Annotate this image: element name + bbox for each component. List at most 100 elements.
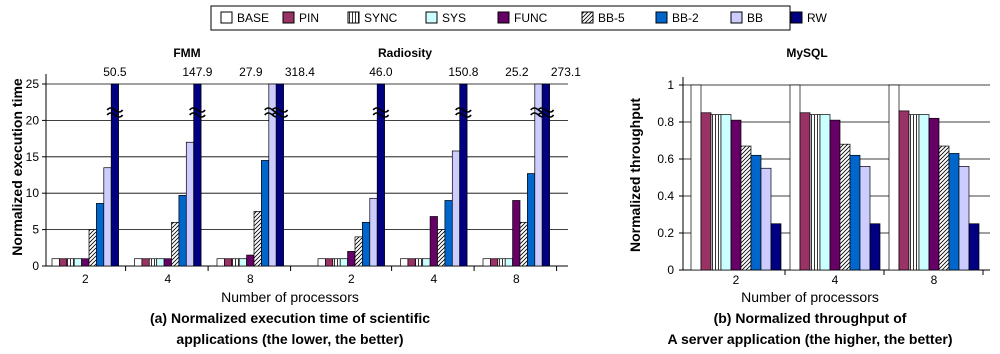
mysql-bar-bb-2-4 bbox=[849, 154, 861, 271]
legend-label-bb: BB bbox=[747, 11, 763, 25]
radiosity-bar-pin-4 bbox=[407, 258, 416, 267]
fmm-break-mark-rw-8 bbox=[271, 112, 289, 118]
radiosity-bar-bb-5-4 bbox=[437, 229, 446, 267]
mysql-bar-sys-2 bbox=[720, 114, 732, 271]
legend-label-bb-2: BB-2 bbox=[672, 11, 699, 25]
mysql-bar-rw-4 bbox=[869, 223, 881, 271]
right-y-tick-label: 0.8 bbox=[657, 115, 674, 129]
mysql-bar-bb-5-8 bbox=[938, 145, 950, 271]
fmm-bar-rw-8 bbox=[275, 83, 284, 267]
fmm-x-tick-label-8: 8 bbox=[247, 272, 254, 286]
left-y-tick-label: 15 bbox=[26, 150, 40, 164]
fmm-x-tick-label-4: 4 bbox=[164, 272, 171, 286]
radiosity-bar-bb-2 bbox=[369, 197, 378, 267]
mysql-x-tick-label-4: 4 bbox=[832, 273, 839, 287]
left-caption-line1: (a) Normalized execution time of scienti… bbox=[150, 310, 430, 326]
left-y-tick-label: 0 bbox=[32, 259, 39, 273]
mysql-bar-bb-4 bbox=[859, 166, 871, 271]
legend: BASE PIN SYNC SYS FUNC BB-5 BB-2 BB RW bbox=[210, 5, 827, 31]
fmm-break-mark-rw-8 bbox=[271, 107, 289, 113]
right-x-axis-label: Number of processors bbox=[741, 289, 879, 305]
radiosity-bar-func-8 bbox=[512, 200, 521, 267]
legend-label-sys: SYS bbox=[442, 11, 466, 25]
fmm-bar-sys-2 bbox=[73, 258, 82, 267]
left-x-axis-label: Number of processors bbox=[221, 289, 359, 305]
mysql-bar-bb-2 bbox=[760, 167, 772, 271]
radiosity-break-mark-rw-4 bbox=[455, 107, 472, 113]
right-caption-line2: A server application (the higher, the be… bbox=[668, 331, 953, 347]
radiosity-value-label-rw-2: 46.0 bbox=[369, 65, 393, 79]
mysql-bar-pin-2 bbox=[700, 112, 712, 271]
radiosity-bar-sys-2 bbox=[339, 258, 348, 267]
radiosity-break-mark-rw-4 bbox=[455, 112, 472, 118]
legend-swatch-rw bbox=[790, 11, 803, 24]
legend-label-pin: PIN bbox=[299, 11, 319, 25]
fmm-value-label-bb-8: 27.9 bbox=[239, 65, 263, 79]
mysql-bar-bb-2-2 bbox=[750, 154, 762, 271]
fmm-bar-bb-5-2 bbox=[88, 229, 97, 267]
radiosity-x-tick-label-2: 2 bbox=[348, 272, 355, 286]
mysql-bar-pin-8 bbox=[898, 110, 910, 271]
fmm-bar-func-4 bbox=[163, 258, 172, 267]
right-plot: 0 0.2 0.4 0.6 0.8 1 2 4 8 bbox=[657, 77, 990, 287]
mysql-bar-sync-2 bbox=[710, 114, 722, 271]
fmm-bar-sync-8 bbox=[231, 258, 240, 267]
radiosity-bar-rw-2 bbox=[376, 83, 385, 267]
mysql-bar-sys-8 bbox=[918, 114, 930, 271]
fmm-bar-bb-2 bbox=[103, 167, 112, 267]
fmm-bar-rw-4 bbox=[193, 83, 202, 267]
right-y-tick-label: 0.2 bbox=[657, 226, 674, 240]
mysql-bar-rw-8 bbox=[968, 223, 980, 271]
fmm-bar-bb-2-4 bbox=[178, 195, 187, 267]
radiosity-bar-sync-2 bbox=[332, 258, 341, 267]
fmm-bar-base-4 bbox=[134, 258, 143, 267]
fmm-bar-sync-4 bbox=[148, 258, 158, 267]
radiosity-bar-func-4 bbox=[429, 216, 438, 267]
fmm-bar-bb-4 bbox=[185, 141, 195, 267]
radiosity-bar-bb-4 bbox=[451, 150, 461, 267]
legend-swatch-func bbox=[497, 11, 510, 24]
legend-swatch-base bbox=[220, 11, 233, 24]
mysql-bar-bb-5-2 bbox=[740, 145, 752, 271]
mysql-bar-base-2 bbox=[690, 84, 702, 271]
legend-label-rw: RW bbox=[807, 11, 827, 25]
radiosity-x-tick-label-8: 8 bbox=[513, 272, 520, 286]
mysql-bar-sync-4 bbox=[809, 114, 821, 271]
fmm-bar-func-2 bbox=[81, 258, 90, 267]
legend-label-bb-5: BB-5 bbox=[598, 11, 625, 25]
mysql-bar-bb-2-8 bbox=[948, 153, 960, 271]
legend-label-base: BASE bbox=[237, 11, 269, 25]
radiosity-bar-base-8 bbox=[482, 258, 491, 267]
left-caption-line2: applications (the lower, the better) bbox=[176, 331, 403, 347]
fmm-bar-pin-8 bbox=[224, 258, 233, 267]
mysql-bar-func-2 bbox=[730, 119, 742, 271]
left-y-tick-label: 20 bbox=[26, 113, 40, 127]
fmm-bar-pin-4 bbox=[141, 258, 150, 267]
radiosity-bar-func-2 bbox=[347, 251, 356, 267]
legend-swatch-pin bbox=[282, 11, 295, 24]
right-y-tick-label: 0 bbox=[667, 263, 674, 277]
right-y-tick-label: 0.4 bbox=[657, 189, 674, 203]
radiosity-bar-bb-2-8 bbox=[527, 173, 536, 267]
fmm-bar-sys-4 bbox=[156, 258, 165, 267]
radiosity-bar-base-4 bbox=[400, 258, 409, 267]
mysql-bar-bb-8 bbox=[958, 166, 970, 271]
radiosity-value-label-rw-8: 273.1 bbox=[551, 65, 581, 79]
legend-label-sync: SYNC bbox=[364, 11, 398, 25]
radiosity-break-mark-rw-8 bbox=[537, 112, 555, 118]
mysql-x-tick-label-8: 8 bbox=[931, 273, 938, 287]
radiosity-x-tick-label-4: 4 bbox=[430, 272, 437, 286]
mysql-bar-rw-2 bbox=[770, 223, 782, 271]
legend-label-func: FUNC bbox=[514, 11, 548, 25]
left-y-tick-label: 10 bbox=[26, 186, 40, 200]
left-y-tick-label: 25 bbox=[26, 77, 40, 91]
fmm-bar-bb-2-2 bbox=[96, 203, 105, 267]
right-y-tick-label: 1 bbox=[667, 78, 674, 92]
mysql-bar-sys-4 bbox=[819, 114, 831, 271]
fmm-bar-bb-5-4 bbox=[171, 221, 180, 267]
radiosity-break-mark-rw-2 bbox=[372, 112, 390, 118]
fmm-bar-rw-2 bbox=[110, 83, 119, 267]
fmm-break-mark-rw-2 bbox=[106, 112, 124, 118]
left-y-axis-label: Normalized execution time bbox=[9, 78, 25, 256]
right-panel-title: MySQL bbox=[786, 46, 827, 60]
